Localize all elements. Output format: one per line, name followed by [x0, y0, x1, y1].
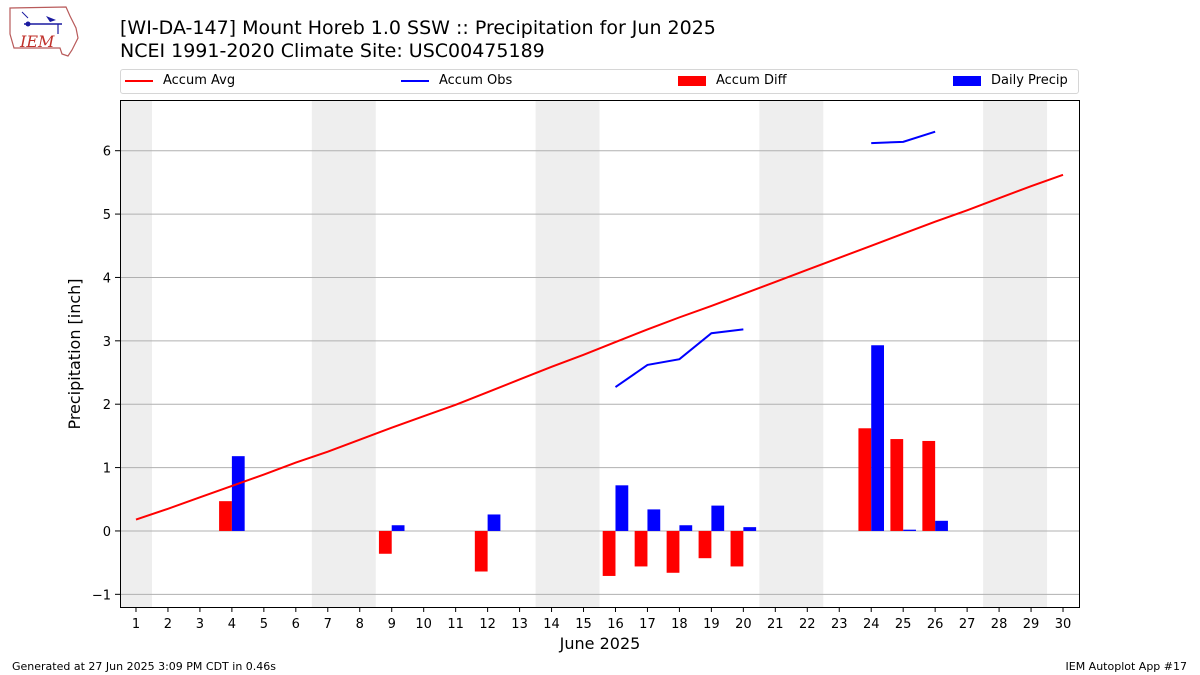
xtick-label-23: 23	[831, 617, 848, 632]
bar-daily-precip-day-18	[679, 525, 693, 531]
line-accum-avg-segment-1	[135, 173, 1064, 521]
bar-daily-precip-day-9	[391, 525, 405, 531]
xtick-label-27: 27	[959, 617, 976, 632]
xtick-label-10: 10	[415, 617, 432, 632]
xtick-label-28: 28	[991, 617, 1008, 632]
bar-daily-precip-day-24	[871, 345, 885, 531]
legend-swatch-accum-avg	[125, 79, 153, 82]
legend-item-accum-avg: Accum Avg	[125, 73, 235, 88]
bar-accum-diff-day-18	[666, 530, 680, 573]
xtick-label-14: 14	[543, 617, 560, 632]
legend-label-accum-obs: Accum Obs	[439, 73, 513, 88]
xtick-label-29: 29	[1023, 617, 1040, 632]
x-axis-label: June 2025	[559, 634, 641, 653]
bar-accum-diff-day-26	[922, 440, 936, 531]
ytick-label-3: 3	[103, 335, 111, 350]
bar-accum-diff-day-24	[858, 428, 872, 531]
legend-label-daily-precip: Daily Precip	[991, 73, 1068, 88]
weekend-shade-4	[759, 100, 824, 607]
xtick-label-20: 20	[735, 617, 752, 632]
xtick-label-9: 9	[388, 617, 396, 632]
ytick-label-4: 4	[103, 271, 111, 286]
xtick-label-8: 8	[356, 617, 364, 632]
xtick-label-7: 7	[324, 617, 332, 632]
y-axis-label: Precipitation [inch]	[65, 278, 84, 429]
xtick-label-26: 26	[927, 617, 944, 632]
xtick-label-30: 30	[1055, 617, 1072, 632]
footer-generated: Generated at 27 Jun 2025 3:09 PM CDT in …	[12, 660, 277, 673]
weekend-shading	[120, 100, 1048, 607]
xtick-label-15: 15	[575, 617, 592, 632]
iem-logo: IEM	[6, 4, 82, 64]
chart-subtitle: NCEI 1991-2020 Climate Site: USC00475189	[120, 40, 545, 62]
y-axis: −1 0 1 2 3 4 5 6	[92, 145, 120, 603]
chart-title: [WI-DA-147] Mount Horeb 1.0 SSW :: Preci…	[120, 17, 716, 39]
bar-daily-precip-day-16	[615, 485, 629, 531]
bar-daily-precip-day-25	[903, 529, 916, 531]
xtick-label-18: 18	[671, 617, 688, 632]
bar-daily-precip-day-19	[711, 505, 725, 531]
xtick-label-1: 1	[132, 617, 140, 632]
legend-swatch-daily-precip	[953, 75, 981, 86]
ytick-label-6: 6	[103, 145, 111, 160]
xtick-label-6: 6	[292, 617, 300, 632]
xtick-label-12: 12	[479, 617, 496, 632]
legend-item-accum-diff: Accum Diff	[678, 73, 787, 88]
bar-accum-diff-day-9	[378, 530, 392, 554]
xtick-label-2: 2	[164, 617, 172, 632]
lines	[135, 130, 1064, 521]
xtick-label-3: 3	[196, 617, 204, 632]
weekend-shade-1	[120, 100, 152, 607]
bar-accum-diff-day-20	[730, 530, 744, 567]
xtick-label-5: 5	[260, 617, 268, 632]
legend-swatch-accum-obs	[401, 79, 429, 82]
ytick-label-0: 0	[103, 525, 111, 540]
bars	[219, 345, 948, 576]
legend-label-accum-avg: Accum Avg	[163, 73, 236, 88]
bar-accum-diff-day-19	[698, 530, 712, 559]
bar-daily-precip-day-20	[743, 527, 757, 531]
bar-accum-diff-day-25	[890, 439, 904, 531]
ytick-label-5: 5	[103, 208, 111, 223]
bar-daily-precip-day-12	[487, 514, 501, 531]
xtick-label-4: 4	[228, 617, 236, 632]
xtick-label-21: 21	[767, 617, 784, 632]
xtick-label-24: 24	[863, 617, 880, 632]
bar-accum-diff-day-16	[602, 530, 616, 576]
xtick-label-16: 16	[607, 617, 624, 632]
xtick-label-25: 25	[895, 617, 912, 632]
bar-accum-diff-day-4	[219, 501, 232, 531]
ytick-label-1: 1	[103, 462, 111, 477]
ytick-label--1: −1	[92, 588, 111, 603]
plot-frame	[120, 100, 1080, 608]
legend-label-accum-diff: Accum Diff	[716, 73, 787, 88]
logo-text: IEM	[19, 32, 55, 51]
footer-app: IEM Autoplot App #17	[1065, 660, 1188, 673]
legend-swatch-accum-diff	[678, 75, 706, 86]
xtick-label-19: 19	[703, 617, 720, 632]
line-accum-obs-segment-2	[871, 130, 936, 145]
bar-accum-diff-day-12	[474, 530, 488, 572]
ytick-label-2: 2	[103, 398, 111, 413]
y-gridlines	[120, 150, 1079, 595]
line-accum-obs-segment-1	[614, 328, 744, 388]
bar-accum-diff-day-17	[634, 530, 648, 567]
xtick-label-17: 17	[639, 617, 656, 632]
xtick-label-22: 22	[799, 617, 816, 632]
bar-daily-precip-day-26	[935, 520, 948, 531]
bar-daily-precip-day-17	[647, 509, 661, 531]
xtick-label-13: 13	[511, 617, 528, 632]
weekend-shade-2	[311, 100, 376, 607]
x-axis: 1 2 3 4 5 6 7 8 9 10 11 12 13 14 15 16 17 18 19 20 21 22 23 24 2…	[132, 607, 1071, 632]
legend: Accum Avg Accum Obs Accum Diff Daily Pre…	[120, 69, 1079, 94]
bar-daily-precip-day-4	[231, 456, 245, 531]
legend-item-accum-obs: Accum Obs	[401, 73, 512, 88]
xtick-label-11: 11	[447, 617, 464, 632]
legend-item-daily-precip: Daily Precip	[953, 73, 1068, 88]
